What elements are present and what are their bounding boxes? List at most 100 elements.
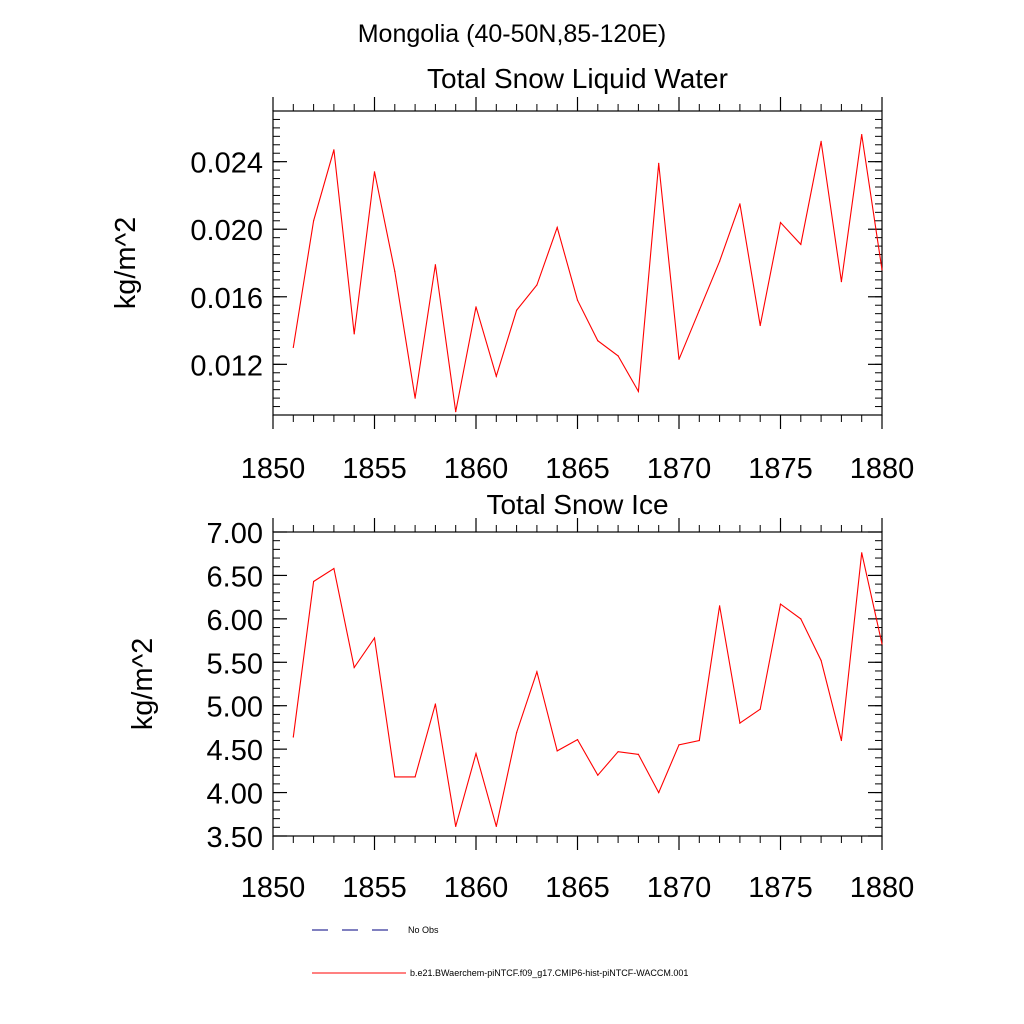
data-point <box>516 732 518 734</box>
data-point <box>414 776 416 778</box>
data-point <box>719 605 721 607</box>
plot-frame <box>272 110 883 416</box>
figure-main-title: Mongolia (40-50N,85-120E) <box>358 20 667 48</box>
x-tick-label: 1865 <box>545 872 610 904</box>
data-point <box>658 162 660 164</box>
panel-snow-liquid-water: Total Snow Liquid Water 0.012 0.016 0.020 0.… <box>110 63 914 485</box>
y-tick-label: 0.024 <box>190 148 263 180</box>
data-point <box>881 269 883 271</box>
x-tick-label: 1855 <box>342 453 407 485</box>
data-point <box>840 281 843 283</box>
data-point <box>759 708 761 710</box>
data-point <box>434 703 436 705</box>
data-point <box>759 324 761 327</box>
data-point <box>820 140 822 142</box>
x-tick-label: 1850 <box>241 453 306 485</box>
data-point <box>353 333 355 335</box>
data-point <box>637 753 640 756</box>
legend-model-label: b.e21.BWaerchem-piNTCF.f09_g17.CMIP6-his… <box>410 968 688 978</box>
data-point <box>313 220 315 222</box>
data-point <box>881 643 883 645</box>
chart-title: Total Snow Ice <box>486 489 668 520</box>
data-point <box>516 309 518 311</box>
plot-frame <box>272 531 883 837</box>
data-point <box>394 270 396 272</box>
y-tick-label: 5.50 <box>207 648 263 680</box>
data-point <box>556 226 558 229</box>
y-tick-label: 6.00 <box>207 605 263 637</box>
data-point <box>678 744 680 746</box>
x-tick-label: 1865 <box>545 453 610 485</box>
y-tick-label: 4.50 <box>207 735 263 767</box>
data-point <box>434 264 436 266</box>
data-point <box>820 659 822 662</box>
legend: No Obs b.e21.BWaerchem-piNTCF.f09_g17.CMI… <box>312 925 688 978</box>
x-tick-label: 1880 <box>850 453 915 485</box>
data-point <box>779 221 782 224</box>
data-point <box>617 355 619 357</box>
data-point <box>617 751 619 753</box>
data-point <box>394 776 396 778</box>
panel-snow-ice: Total Snow Ice 3.50 4.00 4.50 5.00 5.50 6.00 6.… <box>127 489 914 904</box>
y-tick-label: 0.020 <box>190 215 263 247</box>
data-point <box>739 203 741 205</box>
data-point <box>536 671 538 673</box>
data-point <box>698 739 700 742</box>
data-point <box>556 750 558 752</box>
data-point <box>313 580 315 583</box>
data-point <box>779 603 782 605</box>
x-tick-label: 1870 <box>647 872 712 904</box>
data-point <box>455 411 457 413</box>
x-tick-label: 1850 <box>241 872 306 904</box>
data-point <box>800 618 802 620</box>
chart-title: Total Snow Liquid Water <box>427 63 728 94</box>
data-point <box>495 375 497 377</box>
y-tick-label: 0.016 <box>190 283 263 315</box>
y-axis-label: kg/m^2 <box>110 217 142 310</box>
data-point <box>739 722 741 724</box>
y-tick-label: 7.00 <box>207 518 263 550</box>
x-tick-label: 1875 <box>748 872 813 904</box>
y-tick-label: 4.00 <box>207 779 263 811</box>
legend-no-obs-label: No Obs <box>408 925 439 935</box>
data-point <box>455 825 457 828</box>
data-point <box>597 340 599 342</box>
y-tick-label: 0.012 <box>190 350 263 382</box>
data-point <box>475 306 477 308</box>
data-point <box>292 736 294 738</box>
x-tick-label: 1860 <box>444 453 509 485</box>
series-line <box>292 552 883 827</box>
y-axis-label: kg/m^2 <box>127 638 159 731</box>
data-point <box>576 299 579 301</box>
x-tick-label: 1855 <box>342 872 407 904</box>
data-point <box>333 149 335 151</box>
data-point <box>495 825 497 828</box>
y-tick-label: 5.00 <box>207 692 263 724</box>
data-point <box>373 171 376 173</box>
data-point <box>861 134 863 136</box>
data-point <box>333 567 335 570</box>
data-point <box>292 346 294 348</box>
y-tick-label: 6.50 <box>207 561 263 593</box>
data-point <box>719 260 721 262</box>
x-tick-label: 1875 <box>748 453 813 485</box>
data-point <box>576 739 579 741</box>
data-point <box>678 358 680 360</box>
data-point <box>475 752 477 755</box>
data-point <box>536 284 538 286</box>
data-point <box>373 637 376 639</box>
data-point <box>800 243 802 245</box>
y-tick-label: 3.50 <box>207 822 263 854</box>
x-tick-label: 1880 <box>850 872 915 904</box>
data-point <box>840 739 843 742</box>
x-tick-label: 1870 <box>647 453 712 485</box>
data-point <box>597 774 599 776</box>
data-point <box>861 552 863 554</box>
data-point <box>637 390 640 392</box>
data-point <box>353 666 355 669</box>
x-tick-label: 1860 <box>444 872 509 904</box>
data-point <box>414 397 416 399</box>
series-line <box>292 134 883 412</box>
data-point <box>658 792 660 794</box>
